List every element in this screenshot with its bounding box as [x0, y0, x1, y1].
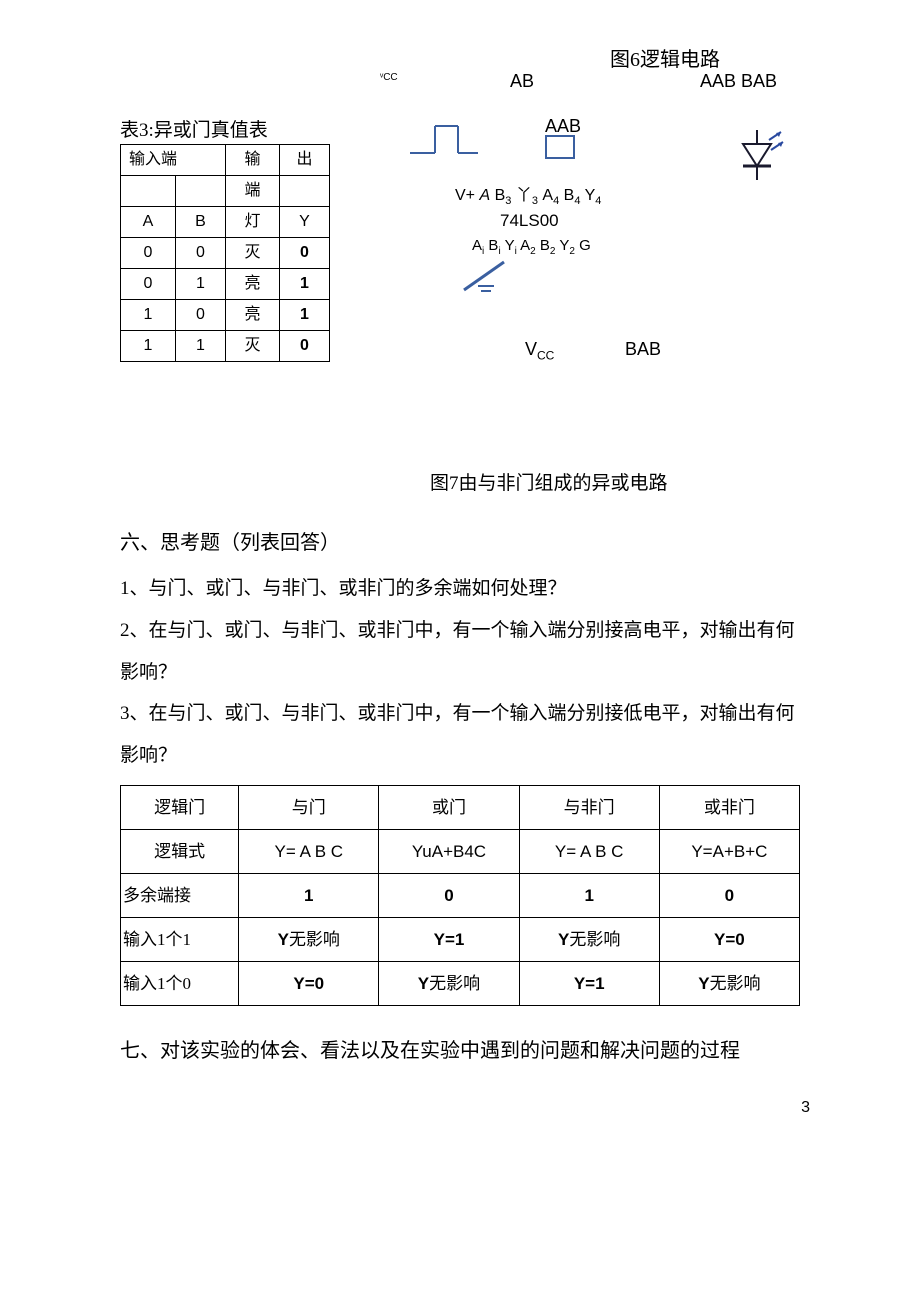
vcc-label-small: ᵛCC — [380, 70, 398, 85]
vcc-label-large: VCC — [525, 336, 554, 365]
question-2: 2、在与门、或门、与非门、或非门中，有一个输入端分别接高电平，对输出有何影响？ — [120, 610, 810, 694]
table-row: 11灭0 — [121, 331, 330, 362]
figure7-title: 图7由与非门组成的异或电路 — [430, 470, 668, 499]
table-row: 01亮1 — [121, 269, 330, 300]
table-row: 多余端接 1 0 1 0 — [121, 873, 800, 917]
section6-title: 六、思考题（列表回答） — [120, 528, 810, 558]
ab-label: AB — [510, 68, 534, 95]
input-header: 输入端 — [121, 145, 226, 176]
table-row: 输入1个0 Y=0 Y无影响 Y=1 Y无影响 — [121, 961, 800, 1005]
aab-bab-label: AAB BAB — [700, 68, 777, 95]
circuit-symbol-1 — [410, 118, 480, 164]
table-row: 10亮1 — [121, 300, 330, 331]
bab-label: BAB — [625, 336, 661, 363]
output-header-3: 端 — [226, 176, 280, 207]
chip-pins-top: V+ A B3 丫3 A4 B4 Y4 — [455, 184, 601, 210]
table3: 输入端 输 出 端 A B 灯 Y 00灭0 01亮1 10亮1 11灭0 — [120, 144, 330, 362]
section7-title: 七、对该实验的体会、看法以及在实验中遇到的问题和解决问题的过程 — [120, 1036, 810, 1066]
chip-name: 74LS00 — [500, 208, 559, 234]
circuit-symbol-3 — [460, 258, 510, 306]
circuit-symbol-2 — [540, 132, 580, 170]
table-row: 逻辑式 Y= A B C YuA+B4C Y= A B C Y=A+B+C — [121, 829, 800, 873]
page-number: 3 — [120, 1096, 810, 1120]
question-1: 1、与门、或门、与非门、或非门的多余端如何处理？ — [120, 568, 810, 610]
chip-pins-bottom: Ai Bi Yi A2 B2 Y2 G — [472, 235, 591, 259]
table-row: 00灭0 — [121, 238, 330, 269]
logic-gate-table: 逻辑门 与门 或门 与非门 或非门 逻辑式 Y= A B C YuA+B4C Y… — [120, 785, 800, 1006]
output-header-1: 输 — [226, 145, 280, 176]
led-icon — [735, 130, 790, 198]
output-header-2: 出 — [280, 145, 330, 176]
table3-title: 表3:异或门真值表 — [120, 117, 268, 146]
question-3: 3、在与门、或门、与非门、或非门中，有一个输入端分别接低电平，对输出有何影响？ — [120, 693, 810, 777]
table-row: 输入1个1 Y无影响 Y=1 Y无影响 Y=0 — [121, 917, 800, 961]
top-figure-area: 图6逻辑电路 ᵛCC AB AAB BAB 表3:异或门真值表 输入端 输 出 … — [120, 40, 810, 500]
